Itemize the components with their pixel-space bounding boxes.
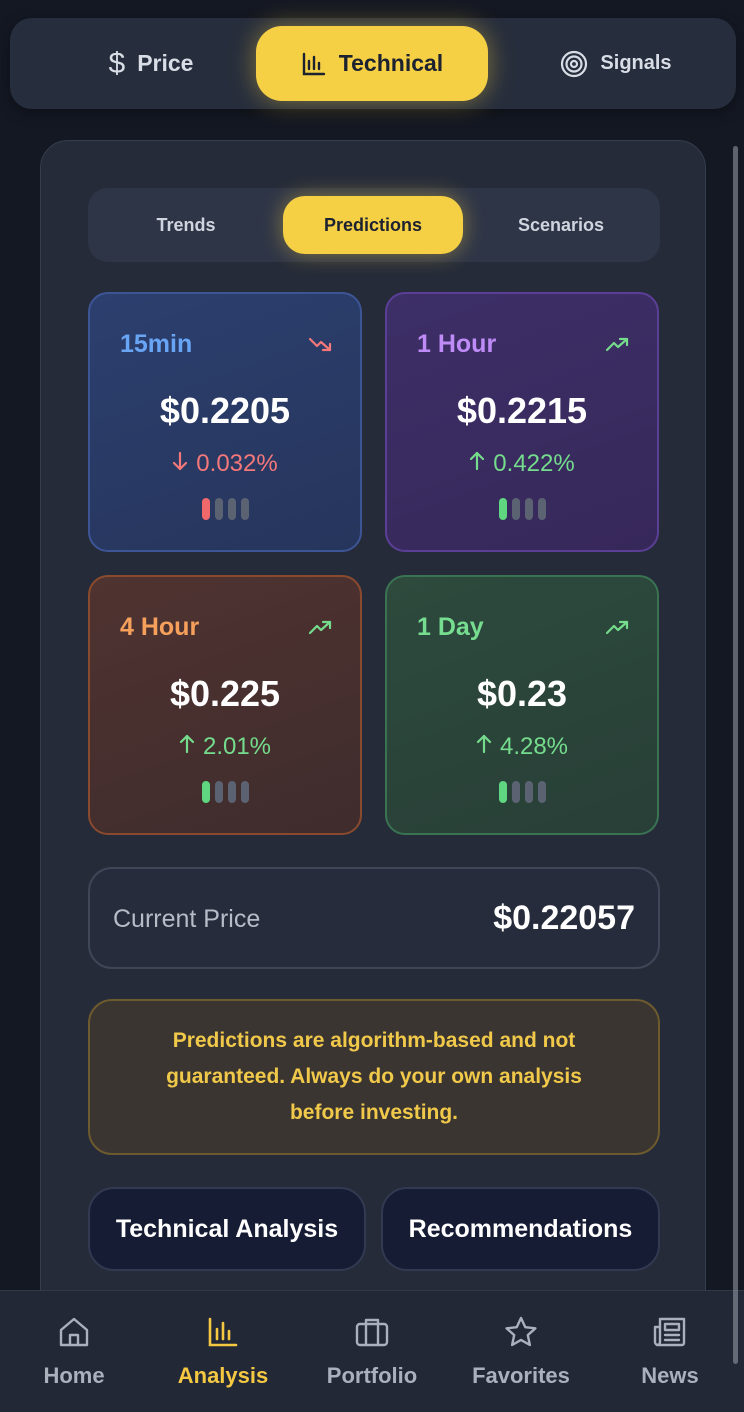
- arrow-down-icon: [172, 450, 188, 478]
- card-price: $0.2205: [159, 390, 291, 431]
- tab-predictions[interactable]: Predictions: [283, 196, 463, 254]
- confidence-bars: [90, 498, 360, 520]
- nav-news-label: News: [641, 1363, 699, 1388]
- card-price: $0.23: [476, 673, 568, 714]
- briefcase-icon: [354, 1315, 390, 1355]
- tab-technical-label: Technical: [338, 50, 444, 76]
- card-change-value: 0.422%: [493, 450, 575, 477]
- card-timeframe: 1 Hour: [417, 330, 497, 358]
- current-price-label: Current Price: [113, 905, 261, 933]
- star-icon: [503, 1315, 539, 1355]
- technical-analysis-button[interactable]: Technical Analysis: [88, 1187, 366, 1271]
- trending-down-icon: [308, 336, 332, 357]
- bar-chart-icon: [206, 1315, 240, 1355]
- arrow-up-icon: [476, 733, 492, 761]
- trending-up-icon: [308, 619, 332, 640]
- current-price-row: Current Price $0.22057: [88, 867, 660, 969]
- tab-scenarios[interactable]: Scenarios: [517, 214, 605, 235]
- nav-portfolio[interactable]: Portfolio: [302, 1315, 442, 1389]
- bar-chart-icon: [301, 51, 327, 77]
- tab-signals-label: Signals: [600, 52, 672, 74]
- tab-trends[interactable]: Trends: [156, 214, 216, 235]
- dollar-icon: $: [108, 46, 126, 80]
- nav-favorites-label: Favorites: [472, 1363, 570, 1388]
- trending-up-icon: [605, 619, 629, 640]
- confidence-bars: [387, 781, 657, 803]
- card-change-value: 0.032%: [196, 450, 278, 477]
- prediction-card-15min[interactable]: 15min $0.2205 0.032%: [88, 292, 362, 552]
- card-change: 2.01%: [90, 733, 360, 761]
- confidence-bars: [90, 781, 360, 803]
- bottom-nav: Home Analysis Portfolio Favorites: [0, 1290, 744, 1412]
- tab-technical[interactable]: Technical: [256, 26, 488, 101]
- card-price: $0.2215: [456, 390, 588, 431]
- nav-favorites[interactable]: Favorites: [451, 1315, 591, 1389]
- nav-analysis[interactable]: Analysis: [153, 1315, 293, 1389]
- tab-signals[interactable]: Signals: [546, 26, 686, 101]
- disclaimer-text: Predictions are algorithm-based and not …: [166, 1029, 582, 1124]
- confidence-bars: [387, 498, 657, 520]
- tab-price[interactable]: $ Price: [76, 26, 226, 101]
- arrow-up-icon: [179, 733, 195, 761]
- nav-analysis-label: Analysis: [177, 1363, 269, 1388]
- trending-up-icon: [605, 336, 629, 357]
- top-tab-bar: $ Price Technical Signals: [10, 18, 736, 109]
- card-price: $0.225: [169, 673, 281, 714]
- current-price-value: $0.22057: [493, 899, 635, 937]
- card-timeframe: 4 Hour: [120, 613, 200, 641]
- prediction-card-4hour[interactable]: 4 Hour $0.225 2.01%: [88, 575, 362, 835]
- target-icon: [560, 50, 588, 78]
- card-change: 4.28%: [387, 733, 657, 761]
- arrow-up-icon: [469, 450, 485, 478]
- recommendations-button[interactable]: Recommendations: [381, 1187, 660, 1271]
- home-icon: [57, 1315, 91, 1355]
- nav-home[interactable]: Home: [4, 1315, 144, 1389]
- sub-tab-bar: Trends Predictions Scenarios: [88, 188, 660, 262]
- newspaper-icon: [652, 1315, 688, 1355]
- nav-home-label: Home: [43, 1363, 105, 1388]
- card-timeframe: 1 Day: [417, 613, 484, 641]
- nav-news[interactable]: News: [600, 1315, 740, 1389]
- nav-portfolio-label: Portfolio: [326, 1363, 418, 1388]
- prediction-card-1hour[interactable]: 1 Hour $0.2215 0.422%: [385, 292, 659, 552]
- tab-price-label: Price: [137, 50, 194, 76]
- card-change-value: 2.01%: [202, 733, 272, 760]
- card-change-value: 4.28%: [499, 733, 569, 760]
- card-change: 0.032%: [90, 450, 360, 478]
- scrollbar[interactable]: [733, 146, 738, 1364]
- card-change: 0.422%: [387, 450, 657, 478]
- predictions-panel: Trends Predictions Scenarios 15min $0.22…: [40, 140, 706, 1340]
- card-timeframe: 15min: [120, 330, 193, 358]
- disclaimer-banner: Predictions are algorithm-based and not …: [88, 999, 660, 1155]
- prediction-card-1day[interactable]: 1 Day $0.23 4.28%: [385, 575, 659, 835]
